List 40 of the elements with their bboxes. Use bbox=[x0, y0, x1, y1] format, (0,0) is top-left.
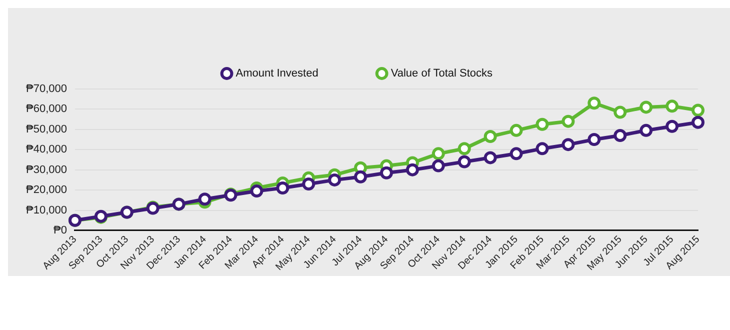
point bbox=[250, 184, 264, 198]
point bbox=[328, 173, 342, 186]
point bbox=[666, 100, 679, 113]
point bbox=[354, 170, 368, 184]
point bbox=[640, 124, 653, 137]
point bbox=[536, 142, 549, 156]
point bbox=[484, 151, 497, 164]
point bbox=[458, 155, 471, 168]
y-tick-label: ₱0 bbox=[54, 224, 67, 236]
point bbox=[432, 147, 445, 160]
point bbox=[562, 138, 575, 152]
point bbox=[666, 120, 679, 133]
y-tick-label: ₱40,000 bbox=[26, 144, 67, 156]
point bbox=[614, 106, 627, 119]
y-tick-label: ₱10,000 bbox=[26, 204, 67, 216]
point bbox=[536, 118, 549, 131]
legend-label: Amount Invested bbox=[236, 68, 318, 80]
point bbox=[588, 96, 601, 110]
point bbox=[588, 133, 601, 146]
point bbox=[562, 114, 575, 128]
point bbox=[614, 128, 627, 142]
point bbox=[692, 116, 704, 129]
y-tick-label: ₱60,000 bbox=[26, 103, 67, 116]
point bbox=[510, 124, 523, 137]
point bbox=[302, 177, 316, 190]
legend-label: Value of Total Stocks bbox=[390, 68, 494, 80]
point bbox=[458, 142, 471, 156]
point bbox=[432, 159, 445, 172]
point bbox=[510, 147, 523, 160]
point bbox=[198, 192, 212, 206]
point bbox=[380, 166, 393, 180]
point bbox=[276, 182, 290, 195]
y-tick-label: ₱50,000 bbox=[26, 123, 67, 136]
y-tick-label: ₱70,000 bbox=[26, 83, 67, 96]
y-tick-label: ₱20,000 bbox=[26, 184, 67, 196]
point bbox=[640, 100, 653, 114]
y-tick-label: ₱30,000 bbox=[26, 164, 67, 176]
point bbox=[484, 130, 497, 143]
point bbox=[692, 104, 704, 117]
point bbox=[406, 163, 419, 176]
